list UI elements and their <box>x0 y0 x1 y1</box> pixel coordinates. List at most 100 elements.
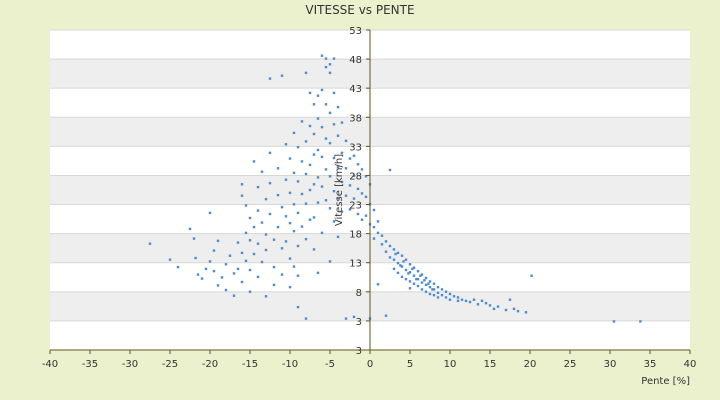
data-point <box>530 274 533 277</box>
y-tick-label: 43 <box>349 84 362 95</box>
data-point <box>200 277 204 280</box>
data-point <box>292 229 296 233</box>
data-point <box>428 280 432 283</box>
data-point <box>340 121 344 124</box>
data-point <box>304 237 308 241</box>
data-point <box>284 178 288 181</box>
data-point <box>300 225 304 228</box>
data-point <box>240 280 244 284</box>
data-point <box>288 285 292 289</box>
data-point <box>404 277 408 281</box>
data-point <box>408 280 412 283</box>
data-point <box>436 296 440 299</box>
data-point <box>268 181 272 185</box>
data-point <box>304 202 308 205</box>
data-point <box>284 143 288 146</box>
data-point <box>372 237 376 240</box>
data-point <box>236 241 240 244</box>
data-point <box>244 204 248 207</box>
data-point <box>344 167 348 170</box>
data-point <box>394 252 397 256</box>
data-point <box>380 234 384 237</box>
data-point <box>256 209 260 212</box>
data-point <box>252 252 256 256</box>
data-point <box>194 256 197 260</box>
data-point <box>168 258 172 261</box>
data-point <box>228 254 232 257</box>
data-point <box>324 103 328 106</box>
data-point <box>452 295 456 298</box>
data-point <box>312 216 316 219</box>
data-point <box>396 261 400 265</box>
data-point <box>284 215 288 218</box>
data-point <box>312 103 316 106</box>
data-point <box>476 303 480 306</box>
data-point <box>348 157 352 160</box>
data-point <box>256 242 260 245</box>
data-point <box>292 171 296 175</box>
data-point <box>496 305 500 308</box>
data-point <box>428 292 432 296</box>
data-point <box>344 317 348 320</box>
data-point <box>399 264 402 267</box>
data-point <box>328 141 332 145</box>
x-tick-label: -10 <box>282 359 298 370</box>
data-point <box>252 225 256 229</box>
data-point <box>316 148 320 152</box>
data-point <box>402 260 405 263</box>
data-point <box>612 320 616 323</box>
data-point <box>392 258 396 261</box>
data-point <box>320 155 324 159</box>
data-point <box>316 271 320 275</box>
data-point <box>440 293 444 297</box>
data-point <box>272 265 276 269</box>
chart-title: VITESSE vs PENTE <box>305 3 414 17</box>
y-tick-label: 13 <box>349 259 362 270</box>
data-point <box>396 251 400 255</box>
x-tick-label: -35 <box>82 359 98 370</box>
data-point <box>300 160 304 163</box>
x-tick-label: -40 <box>42 359 58 370</box>
data-point <box>352 315 356 319</box>
data-point <box>312 153 316 156</box>
data-point <box>296 305 300 309</box>
data-point <box>260 170 264 173</box>
data-point <box>472 298 476 301</box>
data-point <box>256 185 260 189</box>
data-point <box>404 268 408 272</box>
data-point <box>276 193 280 197</box>
y-tick-label: 18 <box>349 230 362 241</box>
data-point <box>420 281 424 284</box>
data-point <box>148 242 152 245</box>
data-point <box>432 282 436 285</box>
data-point <box>432 293 436 297</box>
data-point <box>240 251 244 255</box>
data-point <box>304 140 308 143</box>
data-point <box>316 94 320 97</box>
data-point <box>332 57 336 60</box>
data-point <box>288 157 292 160</box>
data-point <box>288 191 292 195</box>
data-point <box>340 210 344 213</box>
data-point <box>388 244 392 248</box>
data-point <box>428 285 432 289</box>
x-tick-label: 20 <box>524 359 537 370</box>
y-tick-label: 8 <box>356 288 362 299</box>
data-point <box>264 233 268 236</box>
data-point <box>384 240 388 243</box>
data-point <box>296 211 300 215</box>
data-point <box>352 154 356 157</box>
data-point <box>248 239 252 242</box>
data-point <box>276 167 280 170</box>
data-point <box>420 288 424 291</box>
data-point <box>364 175 368 178</box>
data-point <box>384 250 388 253</box>
data-point <box>296 145 300 149</box>
data-point <box>280 273 284 276</box>
data-point <box>280 205 284 209</box>
data-point <box>336 134 340 137</box>
data-point <box>312 132 316 136</box>
x-tick-label: 35 <box>644 359 657 370</box>
x-tick-label: 40 <box>684 359 697 370</box>
data-point <box>224 263 228 266</box>
